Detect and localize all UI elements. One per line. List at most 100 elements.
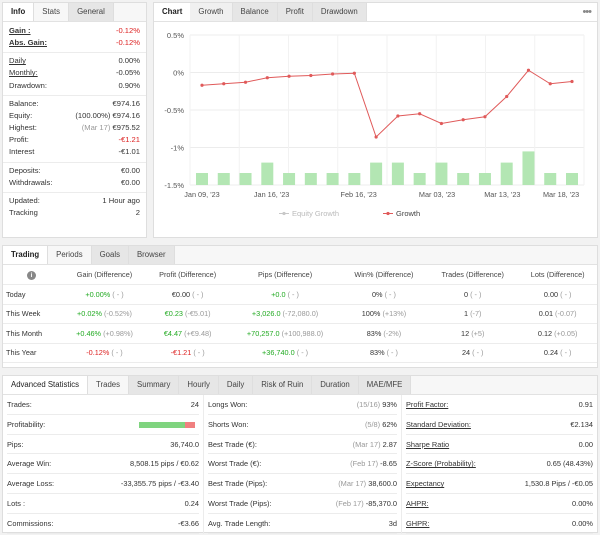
gain-label[interactable]: Gain : (9, 26, 31, 35)
tab-browser[interactable]: Browser (128, 246, 175, 264)
period-row: This Year -0.12% ( - ) -€1.21 ( - ) +36,740… (3, 343, 597, 363)
tab-hourly[interactable]: Hourly (179, 376, 219, 394)
stat-value-wrap: (15/16) 93% (357, 395, 397, 414)
deposits-row: Deposits: €0.00 (3, 161, 146, 177)
tab-trades[interactable]: Trades (88, 376, 130, 394)
advanced-col-3: Profit Factor: 0.91 Standard Deviation: €2.… (401, 395, 597, 534)
period-profit-value: -€1.21 (170, 348, 192, 358)
stat-row: Avg. Trade Length: 3d (208, 514, 397, 534)
stat-value: 1,530.8 Pips / -€0.05 (524, 479, 593, 489)
stat-label: Best Trade (Pips): (208, 479, 268, 489)
more-options-icon[interactable]: ••• (582, 6, 592, 18)
volume-bar (217, 173, 230, 185)
abs-gain-label[interactable]: Abs. Gain: (9, 38, 47, 48)
monthly-label[interactable]: Monthly: (9, 68, 38, 78)
legend-equity-growth: Equity Growth (292, 209, 339, 218)
info-rows: Gain : -0.12% Abs. Gain: -0.12% Daily 0.00%… (3, 22, 146, 219)
stat-value: 0.00% (572, 518, 593, 528)
volume-bar (370, 162, 383, 185)
legend-growth: Growth (396, 209, 420, 218)
period-label: This Year (3, 343, 63, 363)
drawdown-value: 0.90% (118, 80, 140, 90)
stat-value-wrap: 0.91 (579, 395, 593, 414)
stat-label[interactable]: Standard Deviation: (406, 419, 471, 429)
volume-bar (239, 173, 252, 185)
stat-label: Best Trade (€): (208, 439, 257, 449)
tab-mae-mfe[interactable]: MAE/MFE (358, 376, 412, 394)
period-pips-value: +70,257.0 (246, 328, 280, 338)
volume-bar (457, 173, 470, 185)
stat-value: 24 (190, 400, 199, 409)
period-win-cell: 83% ( - ) (340, 343, 428, 363)
x-tick-label: Mar 18, '23 (543, 190, 579, 199)
period-label: This Month (3, 323, 63, 344)
volume-bar (435, 162, 448, 185)
stat-label[interactable]: Expectancy (406, 479, 445, 489)
growth-point (526, 68, 531, 72)
tab-duration[interactable]: Duration (312, 376, 359, 394)
stat-row: Best Trade (Pips): (Mar 17) 38,600.0 (208, 474, 397, 494)
stat-value-wrap: €2.134 (570, 415, 593, 434)
period-pips-diff: (+100,988.0) (281, 328, 324, 338)
tab-risk-of-ruin[interactable]: Risk of Ruin (253, 376, 313, 394)
tab-profit[interactable]: Profit (277, 3, 313, 21)
tab-drawdown[interactable]: Drawdown (312, 3, 367, 21)
stat-label: Commissions: (7, 518, 54, 528)
daily-label[interactable]: Daily (9, 56, 26, 66)
stat-note: (Feb 17) (335, 498, 364, 508)
volume-bar (413, 173, 426, 185)
period-profit-cell: €4.47 (+€9.48) (145, 323, 230, 344)
daily-value: 0.00% (118, 56, 140, 66)
stat-row: Lots : 0.24 (7, 494, 199, 514)
stat-value-wrap (139, 415, 199, 434)
trading-panel: Trading Periods Goals Browser i Gain (Di… (2, 245, 598, 368)
stat-label[interactable]: GHPR: (406, 518, 430, 528)
stat-label[interactable]: AHPR: (406, 498, 429, 508)
growth-point (352, 71, 356, 75)
stat-label[interactable]: Sharpe Ratio (406, 439, 450, 449)
period-pips-diff: ( - ) (287, 289, 299, 299)
tab-chart[interactable]: Chart (154, 3, 191, 21)
period-win-diff: (+13%) (382, 309, 407, 319)
interest-label: Interest (9, 147, 35, 157)
tab-advanced-statistics[interactable]: Advanced Statistics (3, 376, 89, 394)
stat-label: Pips: (7, 439, 24, 449)
abs-gain-row: Abs. Gain: -0.12% (3, 37, 146, 49)
period-gain-value: +0.00% (85, 289, 111, 299)
tab-stats[interactable]: Stats (34, 3, 70, 21)
stat-value-wrap: 1,530.8 Pips / -€0.05 (525, 474, 593, 493)
tab-summary[interactable]: Summary (129, 376, 180, 394)
tab-periods[interactable]: Periods (48, 246, 92, 264)
period-trades-value: 12 (461, 328, 470, 338)
stat-label: Lots : (7, 498, 26, 508)
stat-value: -85,370.0 (365, 498, 397, 508)
col-trades: Trades (Difference) (427, 265, 519, 285)
highest-row: Highest: (Mar 17) €975.52 (3, 122, 146, 134)
stat-label[interactable]: Profit Factor: (406, 400, 449, 409)
tab-balance[interactable]: Balance (232, 3, 278, 21)
stat-note: (5/8) (364, 419, 381, 429)
period-trades-diff: ( - ) (470, 289, 482, 299)
tab-daily[interactable]: Daily (218, 376, 254, 394)
tab-trading[interactable]: Trading (3, 246, 49, 264)
period-lots-value: 0.12 (537, 328, 553, 338)
growth-point (505, 94, 509, 99)
advanced-statistics-panel: Advanced Statistics Trades Summary Hourl… (2, 375, 598, 534)
stat-label[interactable]: Z-Score (Probability): (406, 459, 476, 469)
updated-row: Updated: 1 Hour ago (3, 191, 146, 207)
updated-value: 1 Hour ago (102, 195, 140, 205)
tab-general[interactable]: General (69, 3, 114, 21)
tab-goals[interactable]: Goals (91, 246, 129, 264)
equity-note: (100.00%) (75, 110, 111, 120)
tab-growth[interactable]: Growth (190, 3, 233, 21)
period-lots-value: 0.24 (543, 348, 559, 358)
stat-value-wrap: (Mar 17) 2.87 (353, 435, 397, 454)
tab-info[interactable]: Info (3, 3, 35, 21)
daily-row: Daily 0.00% (3, 52, 146, 67)
info-icon[interactable]: i (27, 270, 36, 280)
stat-value-wrap: 0.00% (572, 494, 593, 513)
interest-value: -€1.01 (118, 147, 140, 157)
period-win-value: 83% (366, 328, 382, 338)
y-tick-label: 0% (173, 69, 184, 78)
chart-tabs: Chart Growth Balance Profit Drawdown (154, 3, 597, 22)
